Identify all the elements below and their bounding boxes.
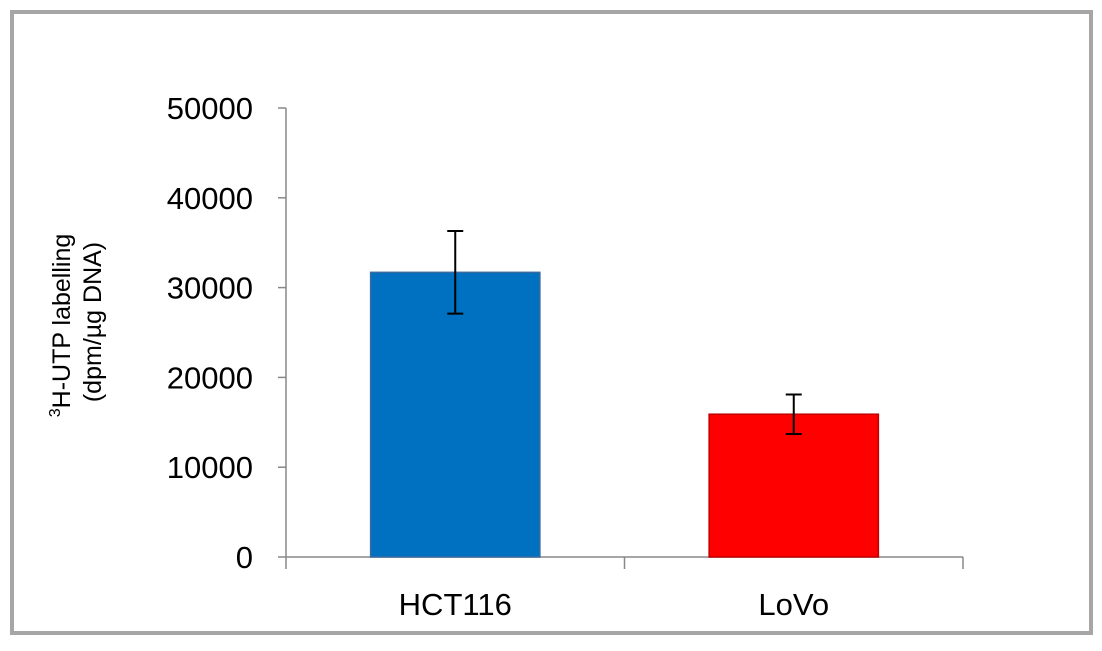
error-bars <box>447 230 802 435</box>
x-tick-labels: HCT116 LoVo <box>399 587 829 622</box>
x-ticks <box>285 557 964 569</box>
y-tick-label: 20000 <box>167 360 253 395</box>
y-axis-label-line1: H-UTP labelling <box>48 234 76 409</box>
error-bar-hct116 <box>447 230 464 315</box>
y-tick-label: 30000 <box>167 271 253 306</box>
y-ticks: 0 10000 20000 30000 40000 50000 <box>167 91 286 575</box>
x-tick-label: HCT116 <box>399 587 512 622</box>
bar-lovo <box>708 413 880 558</box>
bar-hct116 <box>369 271 541 558</box>
y-tick-label: 10000 <box>167 450 253 485</box>
bars <box>369 271 880 558</box>
x-tick-label: LoVo <box>758 587 829 622</box>
y-tick-label: 0 <box>236 540 253 575</box>
y-axis-label: 3H-UTP labelling (dpm/µg DNA) <box>47 227 107 417</box>
error-bar-lovo <box>785 393 802 435</box>
y-tick-label: 40000 <box>167 181 253 216</box>
y-tick-label: 50000 <box>167 91 253 126</box>
y-axis-label-superscript: 3 <box>47 408 64 417</box>
chart-frame <box>10 10 1093 635</box>
y-axis-label-line2: (dpm/µg DNA) <box>79 242 107 402</box>
